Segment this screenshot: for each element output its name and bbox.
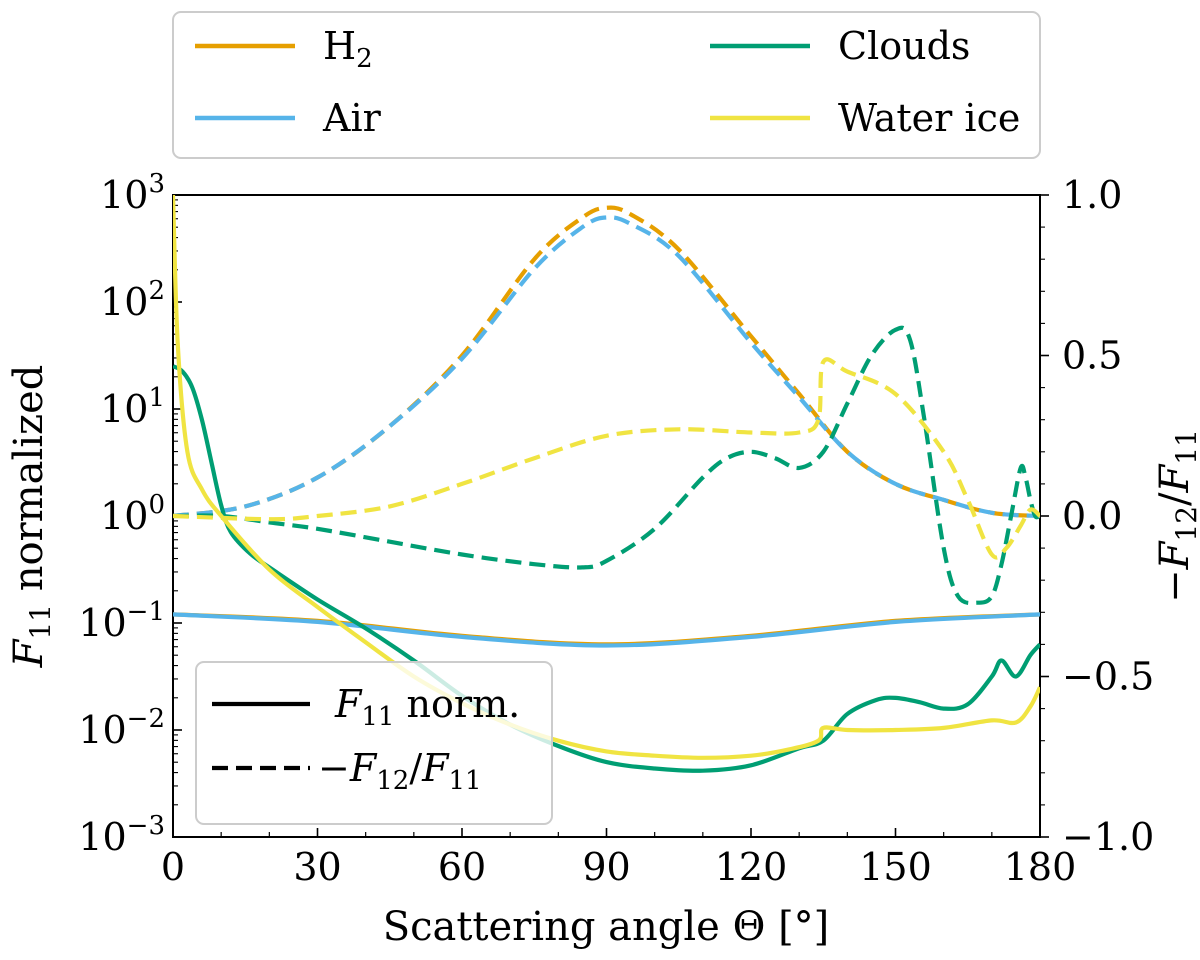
legend-label-2: Clouds [838,24,970,68]
y-right-tick-label: −1.0 [1062,815,1154,859]
line-style-legend: F11 norm. −F12/F11 [195,661,553,825]
series-legend: H2 Air Clouds Water ice [172,11,1041,159]
legend-f11-label: F11 norm. [334,682,520,732]
y-left-tick-label: 10−3 [78,811,165,859]
x-axis-label: Scattering angle Θ [°] [383,904,830,950]
series-h2-polarization-line [173,205,1040,519]
x-tick-label: 120 [715,845,788,889]
legend-label-0: H2 [323,24,373,74]
x-tick-label: 30 [293,845,341,889]
y-axis-left: 103 102 101 100 10−1 10−2 10−3 [78,169,182,859]
y-left-tick-label: 103 [100,169,165,217]
y-left-tick-label: 102 [100,276,165,324]
y-left-tick-label: 10−2 [78,704,165,752]
legend-label-3: Water ice [838,96,1020,140]
y-right-tick-label: 0.0 [1062,494,1122,538]
series-clouds-polarization-line [173,325,1040,606]
y-axis-right-label: −F12/F11 [1152,429,1200,603]
series-air-polarization-line [173,215,1040,519]
series-air-f11-line [173,612,1040,648]
x-tick-label: 0 [161,845,185,889]
y-left-tick-label: 100 [100,490,165,538]
series-water-ice-polarization-line [173,357,1040,560]
y-axis-left-label: F11 normalized [6,365,57,669]
x-tick-label: 150 [859,845,932,889]
y-right-tick-label: 0.5 [1062,334,1122,378]
y-left-tick-label: 10−1 [78,597,165,645]
plot-lines [173,195,1040,773]
x-tick-label: 180 [1004,845,1077,889]
x-axis: 0 30 60 90 120 150 180 [161,828,1076,889]
legend-label-1: Air [322,96,382,140]
y-right-tick-label: −0.5 [1062,655,1154,699]
series-legend-frame [172,11,1041,159]
legend-polarization-label: −F12/F11 [318,746,482,796]
x-tick-label: 60 [438,845,486,889]
x-tick-label: 90 [582,845,630,889]
series-clouds-f11-line [173,364,1040,773]
y-axis-right: 1.0 0.5 0.0 −0.5 −1.0 [1040,173,1154,859]
y-left-tick-label: 101 [100,383,165,431]
series-water-ice-f11-line [173,195,1040,760]
y-right-tick-label: 1.0 [1062,173,1122,217]
